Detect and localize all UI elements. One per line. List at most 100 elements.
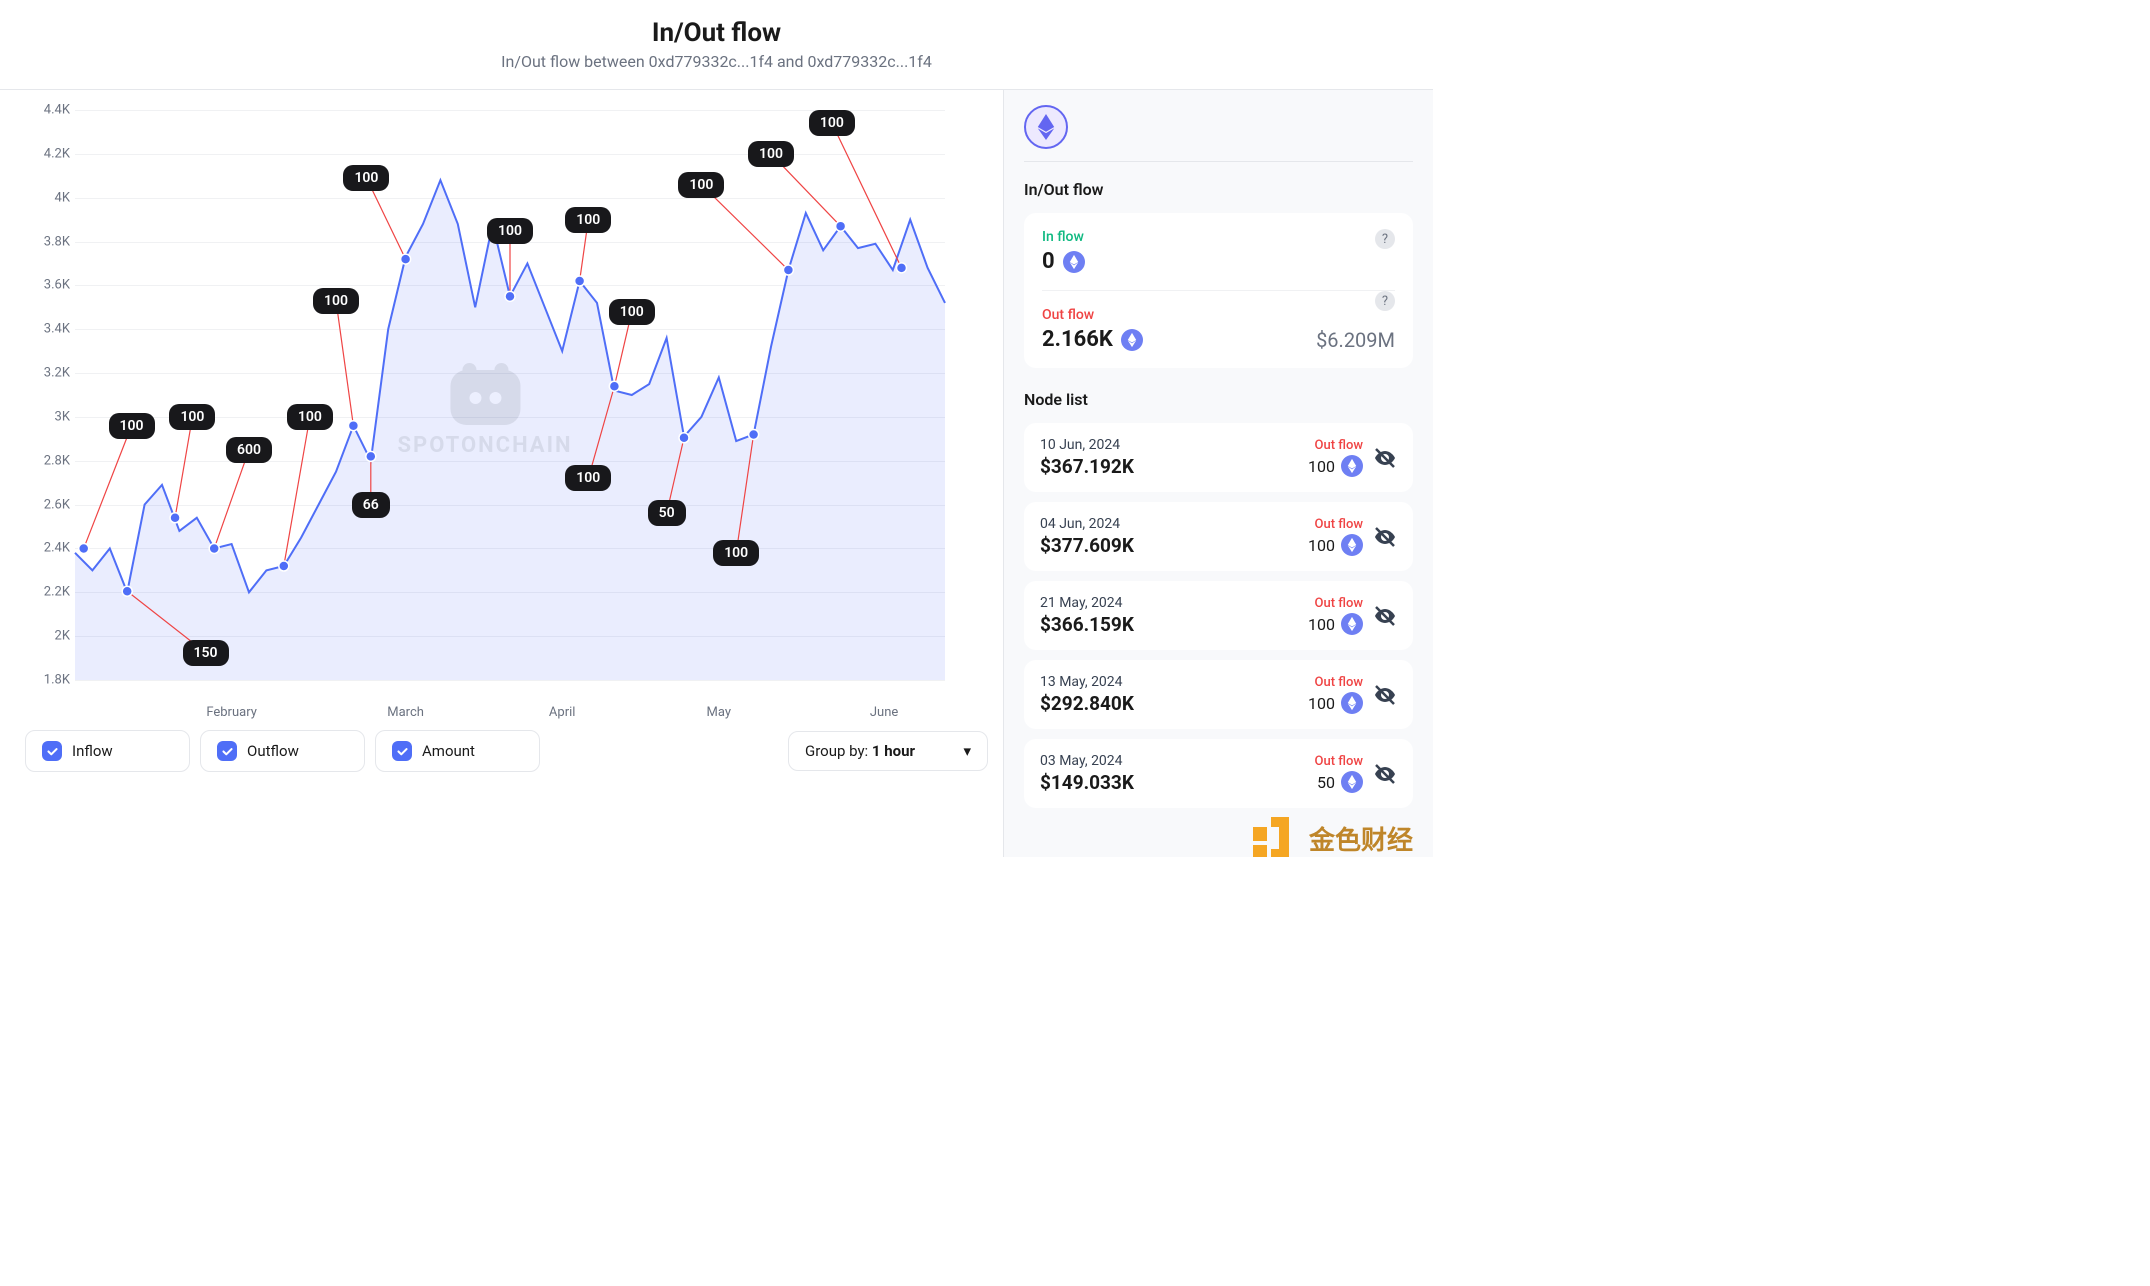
ethereum-icon [1121, 329, 1143, 351]
node-usd: $292.840K [1040, 692, 1134, 715]
callout-label: 100 [169, 404, 215, 430]
toggle-amount[interactable]: Amount [375, 730, 540, 772]
flow-section-title: In/Out flow [1024, 180, 1413, 199]
header: In/Out flow In/Out flow between 0xd77933… [0, 0, 1433, 90]
toggle-outflow[interactable]: Outflow [200, 730, 365, 772]
x-tick: April [549, 705, 576, 720]
toggle-label: Outflow [247, 742, 299, 760]
node-flow-type: Out flow [1315, 754, 1363, 769]
ethereum-icon [1341, 455, 1363, 477]
y-tick: 2.4K [44, 541, 70, 556]
x-tick: February [206, 705, 257, 720]
y-tick: 1.8K [44, 673, 70, 688]
toggle-label: Amount [422, 742, 475, 760]
visibility-off-icon[interactable] [1373, 604, 1397, 628]
chart-area[interactable]: 1.8K2K2.2K2.4K2.6K2.8K3K3.2K3.4K3.6K3.8K… [25, 110, 945, 680]
callout-label: 100 [109, 413, 155, 439]
group-by-label: Group by: [805, 742, 872, 760]
chart-panel: 1.8K2K2.2K2.4K2.6K2.8K3K3.2K3.4K3.6K3.8K… [0, 90, 1003, 857]
visibility-off-icon[interactable] [1373, 446, 1397, 470]
node-usd: $149.033K [1040, 771, 1134, 794]
ethereum-icon [1341, 692, 1363, 714]
y-tick: 3.4K [44, 322, 70, 337]
callout-label: 100 [678, 172, 724, 198]
callout-label: 100 [565, 207, 611, 233]
y-tick: 4.4K [44, 103, 70, 118]
node-qty: 100 [1308, 457, 1335, 476]
visibility-off-icon[interactable] [1373, 762, 1397, 786]
brand-logo-icon [1253, 817, 1303, 857]
node-flow-type: Out flow [1308, 596, 1363, 611]
node-qty: 100 [1308, 615, 1335, 634]
node-flow-type: Out flow [1308, 438, 1363, 453]
y-tick: 2K [55, 629, 70, 644]
checkbox-icon [217, 741, 237, 761]
node-flow-type: Out flow [1308, 517, 1363, 532]
node-list-item[interactable]: 04 Jun, 2024$377.609KOut flow100 [1024, 502, 1413, 571]
visibility-off-icon[interactable] [1373, 683, 1397, 707]
y-tick: 3K [55, 409, 70, 424]
inflow-value: 0 [1042, 249, 1055, 274]
ethereum-icon [1033, 114, 1059, 140]
ethereum-icon [1341, 771, 1363, 793]
callout-label: 100 [343, 165, 389, 191]
node-list-item[interactable]: 21 May, 2024$366.159KOut flow100 [1024, 581, 1413, 650]
help-icon[interactable]: ? [1375, 291, 1395, 311]
node-qty: 100 [1308, 536, 1335, 555]
inflow-row: ? In flow 0 [1042, 229, 1395, 274]
y-tick: 4K [55, 190, 70, 205]
callout-label: 150 [183, 640, 229, 666]
brand-text: 金色财经 [1309, 820, 1413, 857]
group-by-value: 1 hour [872, 742, 915, 760]
toggle-label: Inflow [72, 742, 113, 760]
callout-label: 50 [648, 500, 686, 526]
page-subtitle: In/Out flow between 0xd779332c...1f4 and… [0, 52, 1433, 71]
y-tick: 2.2K [44, 585, 70, 600]
y-tick: 2.6K [44, 497, 70, 512]
node-list-item[interactable]: 13 May, 2024 $292.840K Out flow 100 [1024, 660, 1413, 729]
inflow-label: In flow [1042, 229, 1395, 245]
outflow-row: ? Out flow 2.166K $6.209M [1042, 290, 1395, 352]
node-date: 21 May, 2024 [1040, 595, 1134, 611]
checkbox-icon [392, 741, 412, 761]
ethereum-icon [1063, 251, 1085, 273]
token-icon[interactable] [1024, 105, 1068, 149]
node-date: 04 Jun, 2024 [1040, 516, 1134, 532]
node-flow-type: Out flow [1308, 675, 1363, 690]
group-by-select[interactable]: Group by: 1 hour ▾ [788, 731, 988, 771]
chevron-down-icon: ▾ [963, 742, 971, 760]
page-title: In/Out flow [0, 18, 1433, 48]
y-tick: 3.6K [44, 278, 70, 293]
ethereum-icon [1341, 534, 1363, 556]
y-tick: 3.2K [44, 366, 70, 381]
checkbox-icon [42, 741, 62, 761]
y-tick: 2.8K [44, 453, 70, 468]
callout-label: 100 [565, 465, 611, 491]
node-date: 10 Jun, 2024 [1040, 437, 1134, 453]
chart-plot: 1001501006001001001006610010010010050100… [75, 110, 945, 680]
help-icon[interactable]: ? [1375, 229, 1395, 249]
callout-label: 100 [609, 299, 655, 325]
node-usd: $367.192K [1040, 455, 1134, 478]
visibility-off-icon[interactable] [1373, 525, 1397, 549]
callout-label: 100 [748, 141, 794, 167]
node-list-item[interactable]: 10 Jun, 2024 $367.192K Out flow 100 [1024, 423, 1413, 492]
node-list: 10 Jun, 2024 $367.192K Out flow 100 04 Jun, … [1024, 423, 1413, 808]
side-panel: In/Out flow ? In flow 0 ? Out flow 2.166… [1003, 90, 1433, 857]
callout-label: 100 [809, 110, 855, 136]
x-tick: March [387, 705, 424, 720]
callout-label: 100 [713, 540, 759, 566]
toggle-inflow[interactable]: Inflow [25, 730, 190, 772]
callout-label: 100 [287, 404, 333, 430]
node-qty: 100 [1308, 694, 1335, 713]
node-qty: 50 [1317, 773, 1335, 792]
node-date: 13 May, 2024 [1040, 674, 1134, 690]
node-date: 03 May, 2024 [1040, 753, 1134, 769]
node-list-item[interactable]: 03 May, 2024 $149.033K Out flow 50 [1024, 739, 1413, 808]
node-list-title: Node list [1024, 390, 1413, 409]
callout-label: 100 [313, 288, 359, 314]
y-tick: 4.2K [44, 146, 70, 161]
callout-label: 66 [352, 492, 390, 518]
x-tick: May [707, 705, 731, 720]
outflow-usd: $6.209M [1316, 328, 1395, 352]
